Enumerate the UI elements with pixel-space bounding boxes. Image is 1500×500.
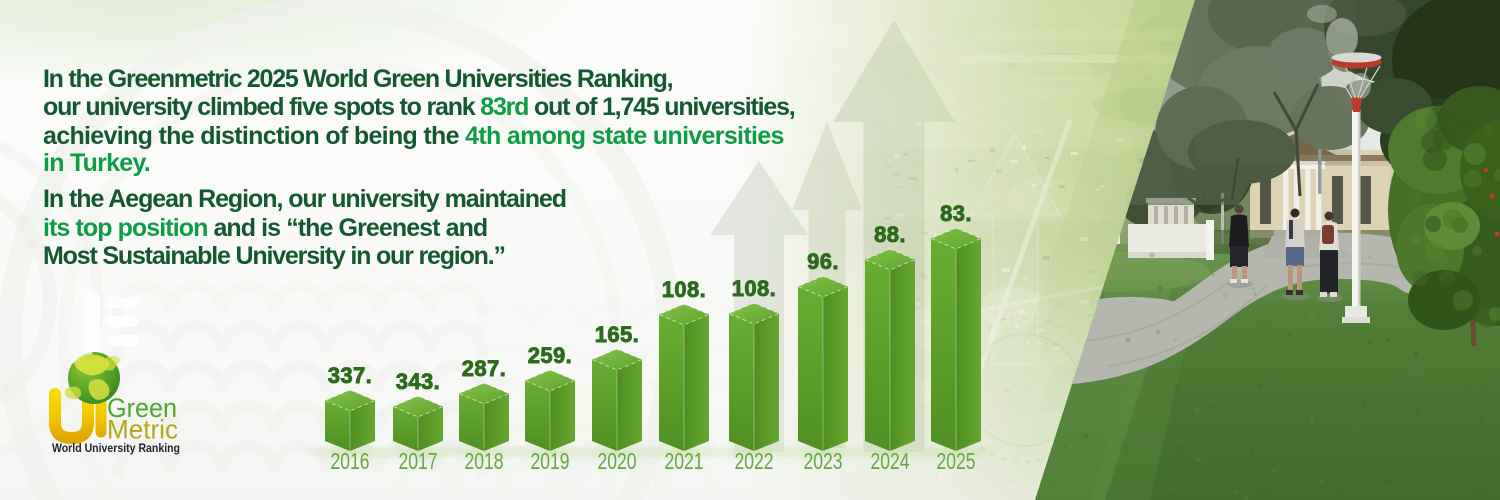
svg-text:Green: Green [107, 393, 177, 423]
svg-text:2016: 2016 [331, 448, 370, 474]
svg-text:2022: 2022 [735, 448, 774, 474]
svg-text:World University Ranking: World University Ranking [52, 443, 180, 455]
svg-text:343.: 343. [396, 369, 440, 394]
svg-text:259.: 259. [528, 343, 572, 368]
svg-text:2025: 2025 [937, 448, 976, 474]
svg-text:2018: 2018 [465, 448, 504, 474]
svg-text:2023: 2023 [804, 448, 843, 474]
svg-text:287.: 287. [462, 356, 506, 381]
svg-text:Metric: Metric [107, 415, 178, 445]
svg-text:108.: 108. [662, 277, 706, 302]
svg-text:83.: 83. [940, 201, 972, 226]
svg-text:165.: 165. [595, 322, 639, 347]
svg-text:2019: 2019 [531, 448, 570, 474]
svg-text:2020: 2020 [598, 448, 637, 474]
svg-text:2021: 2021 [665, 448, 704, 474]
svg-text:2024: 2024 [871, 448, 910, 474]
svg-text:337.: 337. [328, 363, 372, 388]
svg-text:108.: 108. [732, 276, 776, 301]
svg-text:2017: 2017 [399, 448, 438, 474]
svg-text:96.: 96. [807, 249, 839, 274]
svg-text:88.: 88. [874, 222, 906, 247]
